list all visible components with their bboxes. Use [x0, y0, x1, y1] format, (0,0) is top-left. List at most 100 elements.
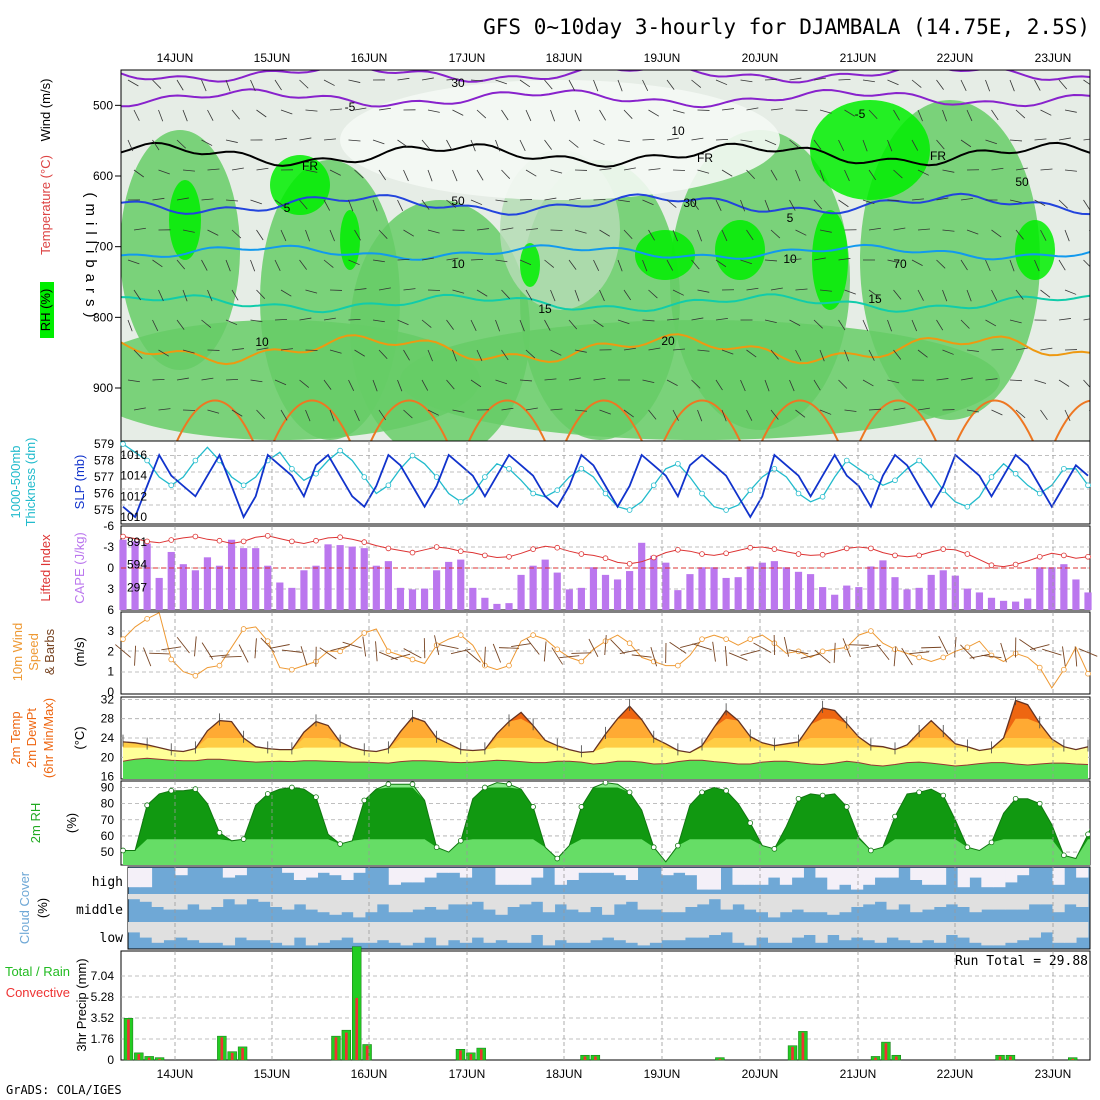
wind-speed-line-point	[1085, 670, 1091, 677]
wind-speed-line-point	[289, 666, 295, 673]
wind-barb	[1009, 79, 1015, 92]
lifted-index-line-point	[1061, 552, 1067, 559]
wind-barb	[544, 197, 557, 201]
wind-speed-line-point	[699, 636, 705, 642]
cloud-clear-segment	[376, 922, 390, 941]
wind-barb	[813, 257, 826, 261]
cape-bar	[396, 587, 405, 610]
cloud-clear-segment	[222, 868, 236, 878]
wind-barb	[354, 349, 365, 357]
wind-barb	[599, 168, 612, 171]
wind-barb	[133, 349, 143, 359]
temp-tick-label: 24	[101, 731, 115, 745]
wind-barb	[231, 348, 244, 351]
wind-barb	[936, 319, 944, 331]
precip-convective-label: Convective	[6, 985, 70, 1000]
wind-barb	[838, 199, 849, 208]
wind-barb	[176, 79, 184, 91]
cape-bar	[891, 577, 899, 610]
wind-barb	[1064, 109, 1077, 113]
cloud-clear-segment	[388, 868, 401, 885]
wind-barb	[942, 229, 955, 232]
cloud-clear-segment	[495, 894, 508, 915]
cape-bar	[119, 539, 127, 610]
wind-barb	[299, 259, 307, 270]
cloud-clear-segment	[1064, 922, 1077, 943]
cape-bar	[662, 562, 670, 610]
wind-barb	[378, 409, 387, 421]
wind-barb	[599, 289, 605, 302]
cape-bar	[674, 590, 682, 610]
lifted-index-line-point	[626, 560, 633, 567]
wind-barb	[764, 139, 777, 146]
cloud-clear-segment	[613, 868, 627, 876]
cloud-clear-segment	[412, 894, 425, 910]
wind-barb	[770, 169, 778, 181]
cloud-clear-segment	[388, 894, 401, 913]
wind-barb	[789, 379, 795, 392]
cape-bar	[433, 570, 441, 610]
wind-barb	[1015, 109, 1026, 119]
wind-barb	[666, 79, 675, 90]
cloud-clear-segment	[613, 922, 627, 941]
rh-contour-fill	[169, 180, 201, 260]
precip-axis-label: 3hr Precip (mm)	[74, 958, 89, 1051]
wind-barb	[936, 139, 945, 150]
wind-barb	[966, 349, 979, 352]
lifted-index-line-point	[482, 552, 488, 559]
cloud-clear-segment	[637, 894, 650, 910]
wind-barb	[201, 139, 213, 146]
cloud-clear-segment	[933, 868, 947, 885]
cape-bar	[131, 541, 139, 610]
wind-barb	[887, 259, 900, 264]
cloud-clear-segment	[175, 894, 188, 910]
wind-barb	[446, 78, 459, 81]
wind-tick-label: 2	[107, 644, 114, 658]
wind-barb	[568, 259, 577, 270]
wind-barb	[838, 139, 845, 151]
wind10m-barb	[969, 653, 990, 659]
wind10m-barb	[571, 652, 592, 654]
cloud-clear-segment	[1016, 922, 1030, 941]
top-day-label: 23JUN	[1035, 51, 1072, 65]
thickness-line-point	[843, 457, 850, 464]
wind10m-barb	[403, 648, 422, 659]
rh-contour-fill	[520, 243, 540, 287]
cape-bar	[758, 562, 766, 610]
temperature-contour	[121, 141, 1090, 168]
day-gridlines	[174, 441, 1054, 1060]
thickness-line-point	[819, 493, 826, 500]
rh-line-point	[916, 789, 922, 796]
wind10m-barb	[149, 652, 170, 655]
wind-barb	[623, 109, 633, 119]
wind10m-barb	[209, 654, 230, 658]
wind-barb	[158, 109, 164, 122]
cape-bar	[227, 539, 236, 610]
wind-barb	[911, 259, 923, 266]
wind-barb	[152, 378, 165, 381]
cloud-clear-segment	[720, 922, 733, 933]
lifted-index-line-point	[675, 546, 681, 553]
wind-barb	[1083, 138, 1090, 141]
wind-barb	[176, 197, 189, 201]
wind10m-barb	[650, 646, 658, 667]
rh-contour-fill	[1015, 220, 1055, 280]
wind-barb	[691, 199, 699, 210]
wind-barb	[305, 109, 318, 112]
rh-line-point	[337, 841, 343, 847]
wind-barb	[231, 289, 239, 301]
wind-barb	[403, 409, 413, 419]
wind-barb	[305, 229, 310, 242]
wind-barb	[770, 229, 781, 239]
contour-label: FR	[930, 149, 946, 163]
cloud-clear-segment	[1076, 894, 1089, 907]
top-day-label: 19JUN	[644, 51, 681, 65]
wind-barb	[764, 259, 777, 262]
cape-bar	[252, 548, 260, 610]
wind-barb	[476, 349, 483, 362]
temperature-contour-low	[1054, 399, 1090, 441]
wind-barb	[789, 258, 802, 261]
wind-barb	[568, 197, 581, 201]
thickness-line-point	[699, 490, 705, 497]
wind-barb	[985, 139, 998, 145]
